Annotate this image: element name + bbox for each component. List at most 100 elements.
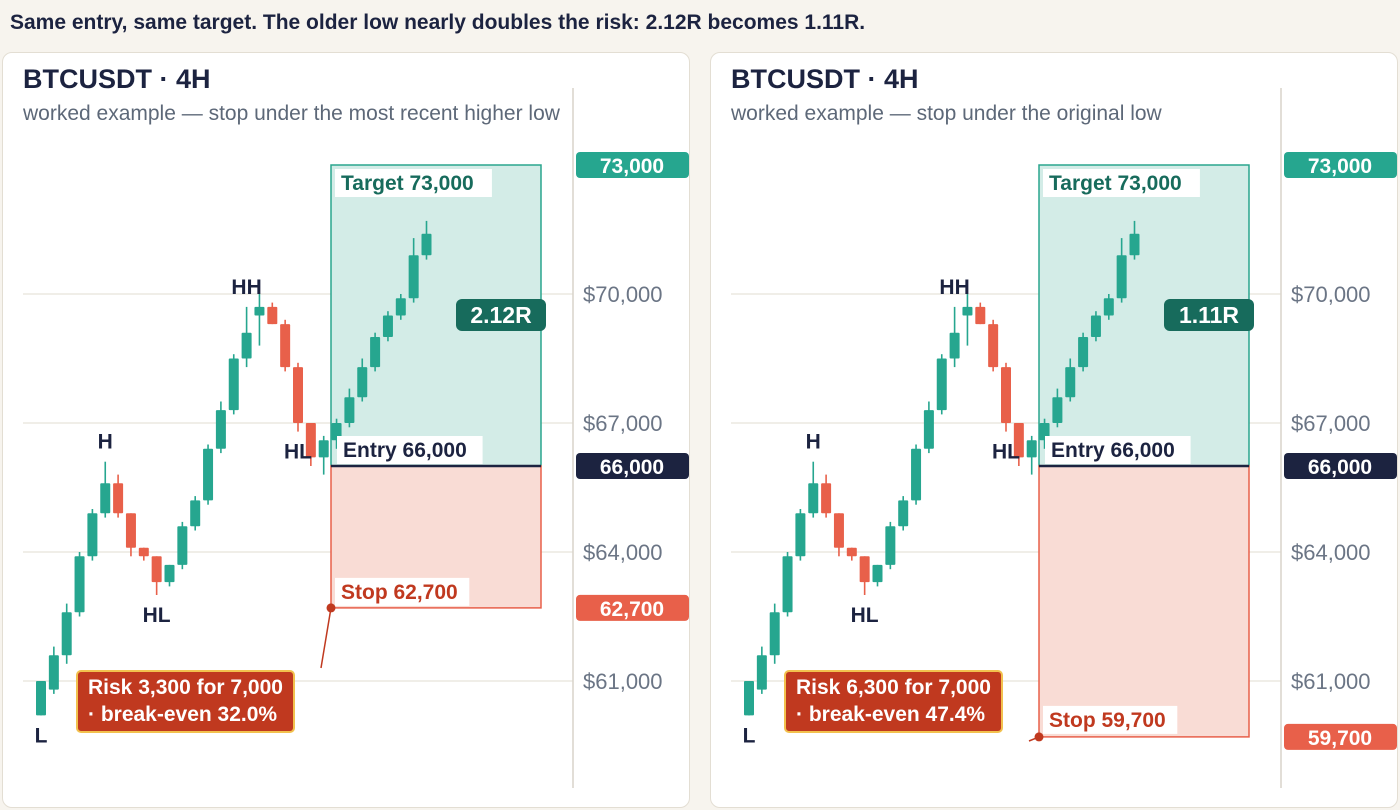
candle-body — [241, 332, 252, 359]
candlestick-chart: $70,000 $67,000 $64,000 $61,000 L H HL HH HL Targ… — [731, 88, 1397, 788]
entry-price-tag-bg — [576, 453, 689, 479]
candle-body — [421, 233, 432, 256]
candle-body — [254, 306, 265, 316]
target-label-bg — [335, 169, 492, 197]
candle-body — [846, 547, 857, 557]
entry-label-bg — [337, 436, 483, 464]
candle-body — [370, 337, 381, 368]
target-price-tag-bg — [1284, 152, 1397, 178]
candle-body — [1065, 367, 1076, 398]
candle-body — [113, 483, 124, 514]
candle-body — [756, 655, 767, 690]
chart-panel-left: BTCUSDT · 4H worked example — stop under… — [2, 52, 690, 808]
r-multiple-badge — [1164, 299, 1254, 331]
entry-label: Entry 66,000 — [343, 439, 467, 462]
candle-body — [267, 306, 278, 325]
candle-body — [395, 298, 406, 316]
swing-label: HL — [851, 604, 879, 627]
r-multiple-text: 2.12R — [470, 302, 532, 328]
candle-body — [293, 367, 303, 423]
swing-label: HH — [231, 276, 261, 299]
price-tick-label: $70,000 — [1291, 282, 1371, 307]
stop-price-tag: 59,700 — [1308, 727, 1372, 750]
break-even-text: · break-even 32.0% — [88, 703, 278, 726]
candle-body — [1129, 233, 1140, 256]
break-even-text: · break-even 47.4% — [796, 703, 986, 726]
swing-label: L — [743, 724, 756, 747]
candle-body — [1026, 440, 1037, 458]
target-label: Target 73,000 — [1049, 172, 1182, 195]
candle-body — [936, 358, 947, 411]
swing-label: HL — [992, 441, 1020, 464]
swing-label: H — [806, 431, 821, 454]
stop-point — [1034, 732, 1044, 742]
entry-label: Entry 66,000 — [1051, 439, 1175, 462]
candle-body — [151, 556, 162, 583]
price-tick-label: $61,000 — [583, 669, 663, 694]
candle-body — [100, 483, 111, 514]
entry-price-tag-bg — [1284, 453, 1397, 479]
entry-price-tag: 66,000 — [600, 456, 664, 479]
candlestick-chart: $70,000 $67,000 $64,000 $61,000 L H HL HH HL Targ… — [23, 88, 689, 788]
candle-body — [408, 255, 419, 299]
panel-subtitle: worked example — stop under the most rec… — [23, 102, 560, 125]
price-tick-label: $61,000 — [1291, 669, 1371, 694]
price-tick-label: $70,000 — [583, 282, 663, 307]
candle-body — [962, 306, 973, 316]
candle-body — [1039, 423, 1050, 441]
price-tick-label: $64,000 — [583, 540, 663, 565]
candle-body — [1116, 255, 1127, 299]
risk-connector — [320, 607, 332, 669]
candle-body — [975, 306, 986, 325]
candle-body — [1052, 397, 1063, 423]
stop-price-tag: 62,700 — [600, 598, 664, 621]
panel-subtitle: worked example — stop under the original… — [731, 102, 1162, 125]
candle-body — [782, 556, 793, 613]
candle-body — [988, 324, 999, 368]
candle-body — [795, 513, 806, 557]
candle-body — [138, 547, 149, 557]
candle-body — [357, 367, 368, 398]
candle-body — [808, 483, 819, 514]
candle-body — [911, 448, 922, 501]
target-price-tag: 73,000 — [600, 155, 664, 178]
stop-label: Stop 59,700 — [1049, 709, 1166, 732]
candle-body — [872, 564, 883, 583]
target-label: Target 73,000 — [341, 172, 474, 195]
stop-zone — [1038, 465, 1250, 738]
swing-label: HL — [143, 604, 171, 627]
candle-body — [923, 410, 934, 449]
candle-body — [228, 358, 239, 411]
candle-body — [74, 556, 85, 613]
candle-body — [769, 612, 780, 656]
price-tick-label: $64,000 — [1291, 540, 1371, 565]
candle-body — [885, 526, 896, 565]
candle-body — [1001, 367, 1011, 423]
risk-summary-box: Risk 3,300 for 7,000 · break-even 32.0% — [76, 670, 295, 733]
candle-body — [190, 500, 201, 527]
candle-body — [305, 423, 316, 458]
candle-body — [164, 564, 175, 583]
candle-body — [744, 681, 754, 716]
candle-body — [1103, 298, 1114, 316]
candle-body — [859, 556, 870, 583]
candle-body — [344, 397, 355, 423]
risk-amount-text: Risk 6,300 for 7,000 — [796, 676, 991, 699]
entry-label-bg — [1045, 436, 1191, 464]
swing-label: HH — [939, 276, 969, 299]
stop-label: Stop 62,700 — [341, 581, 458, 604]
candle-body — [382, 315, 393, 337]
candle-body — [125, 513, 136, 548]
price-tick-label: $67,000 — [1291, 411, 1371, 436]
headline: Same entry, same target. The older low n… — [10, 11, 866, 34]
stop-label-bg — [335, 577, 470, 606]
candle-body — [1013, 423, 1024, 458]
entry-price-tag: 66,000 — [1308, 456, 1372, 479]
stop-price-tag-bg — [1284, 723, 1397, 750]
panel-title: BTCUSDT · 4H — [23, 64, 211, 94]
panel-title: BTCUSDT · 4H — [731, 64, 919, 94]
candle-body — [318, 440, 329, 458]
r-multiple-text: 1.11R — [1179, 302, 1239, 328]
stop-label-bg — [1043, 705, 1178, 734]
candle-body — [87, 513, 98, 557]
